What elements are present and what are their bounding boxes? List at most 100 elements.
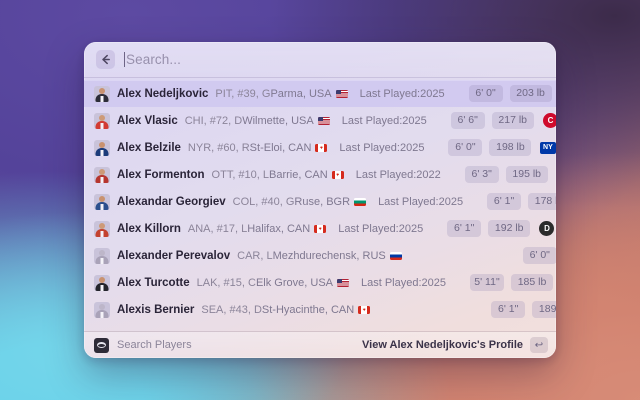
- player-last-played: Last Played:2025: [359, 87, 445, 100]
- result-row[interactable]: Alex Belzile NYR, #60, R St-Eloi, CAN Last …: [84, 134, 556, 161]
- birthplace-text: Mezhdurechensk, RUS: [272, 249, 386, 262]
- player-avatar: [94, 166, 110, 183]
- team-logo-icon: C: [542, 112, 556, 129]
- player-name: Alex Nedeljkovic: [117, 87, 209, 100]
- player-birthplace: Ruse, BGR: [294, 195, 367, 208]
- flag-usa-icon: [317, 116, 330, 125]
- player-birthplace: Parma, USA: [270, 87, 348, 100]
- player-avatar: [94, 220, 110, 237]
- player-name: Alexandar Georgiev: [117, 195, 226, 208]
- view-profile-action[interactable]: View Alex Nedeljkovic's Profile: [362, 339, 523, 351]
- player-team-position: SEA, #43, D: [201, 303, 262, 316]
- player-birthplace: Halifax, CAN: [247, 222, 327, 235]
- player-avatar: [94, 112, 110, 129]
- player-avatar: [94, 193, 110, 210]
- team-logo-icon: NY: [539, 139, 556, 156]
- player-birthplace: Mezhdurechensk, RUS: [273, 250, 402, 262]
- player-height-badge: 6' 0": [468, 85, 503, 102]
- flag-usa-icon: [337, 278, 349, 287]
- player-height-badge: 6' 1": [491, 301, 526, 318]
- text-caret: [124, 52, 125, 67]
- team-logo-icon: D: [538, 220, 555, 237]
- flag-can-icon: [358, 305, 371, 314]
- player-avatar: [94, 139, 110, 156]
- search-bar: Search...: [84, 42, 556, 78]
- footer-bar: Search Players View Alex Nedeljkovic's P…: [84, 331, 556, 358]
- player-name: Alex Turcotte: [117, 276, 190, 289]
- player-weight-badge: 195 lb: [505, 166, 548, 183]
- player-name: Alexander Perevalov: [117, 249, 231, 262]
- player-last-played: Last Played:2022: [355, 168, 441, 181]
- result-row[interactable]: Alex Vlasic CHI, #72, D Wilmette, USA Last …: [84, 107, 556, 134]
- team-logo-mark: NY: [539, 141, 556, 154]
- team-logo-mark: C: [542, 113, 556, 128]
- result-row[interactable]: Alex Nedeljkovic PIT, #39, G Parma, USA Las…: [84, 80, 556, 107]
- birthplace-text: St-Hyacinthe, CAN: [261, 303, 355, 316]
- birthplace-text: Ruse, BGR: [294, 195, 351, 208]
- player-team-position: CAR, L: [237, 249, 273, 262]
- player-birthplace: Elk Grove, USA: [256, 277, 349, 289]
- flag-can-icon: [315, 143, 328, 152]
- search-input[interactable]: Search...: [124, 42, 544, 77]
- player-birthplace: Barrie, CAN: [269, 169, 344, 181]
- search-placeholder: Search...: [126, 52, 181, 67]
- player-height-badge: 6' 6": [450, 112, 485, 129]
- player-weight-badge: 217 lb: [491, 112, 534, 129]
- result-row[interactable]: Alex Killorn ANA, #17, L Halifax, CAN Last …: [84, 215, 556, 242]
- flag-can-icon: [331, 170, 344, 179]
- player-last-played: Last Played:2025: [361, 276, 447, 289]
- player-avatar: [94, 85, 110, 102]
- player-weight-badge: 198 lb: [489, 139, 532, 156]
- player-height-badge: 6' 0": [448, 139, 483, 156]
- player-height-badge: 6' 1": [487, 193, 522, 210]
- player-team-position: PIT, #39, G: [215, 87, 271, 100]
- result-row[interactable]: Alexandar Georgiev COL, #40, G Ruse, BGR La…: [84, 188, 556, 215]
- result-row[interactable]: Alex Turcotte LAK, #15, C Elk Grove, USA La…: [84, 269, 556, 296]
- player-avatar: [94, 247, 110, 264]
- footer-actions: View Alex Nedeljkovic's Profile ↩: [362, 337, 548, 353]
- flag-usa-icon: [335, 89, 348, 98]
- flag-bgr-icon: [354, 197, 367, 206]
- player-team-position: NYR, #60, R: [187, 141, 250, 154]
- player-name: Alex Belzile: [117, 141, 181, 154]
- search-results-list[interactable]: Alex Nedeljkovic PIT, #39, G Parma, USA Las…: [84, 78, 556, 331]
- birthplace-text: Elk Grove, USA: [255, 276, 333, 289]
- spotlight-search-panel: Search... Alex Nedeljkovic PIT, #39, G Par…: [84, 42, 556, 358]
- player-height-badge: 6' 3": [464, 166, 499, 183]
- hockey-puck-icon: [94, 337, 109, 353]
- player-last-played: Last Played:2025: [338, 222, 424, 235]
- birthplace-text: Parma, USA: [270, 87, 332, 100]
- player-team-position: COL, #40, G: [232, 195, 295, 208]
- player-weight-badge: 178 lb: [528, 193, 556, 210]
- player-last-played: Last Played:2025: [339, 141, 425, 154]
- player-team-position: LAK, #15, C: [196, 276, 256, 289]
- player-name: Alex Formenton: [117, 168, 205, 181]
- footer-scope-label: Search Players: [117, 339, 192, 351]
- result-row[interactable]: Alex Formenton OTT, #10, L Barrie, CAN Last…: [84, 161, 556, 188]
- player-avatar: [94, 274, 110, 291]
- player-name: Alexis Bernier: [117, 303, 195, 316]
- return-key-icon[interactable]: ↩: [530, 337, 548, 353]
- player-last-played: Last Played:2025: [341, 114, 427, 127]
- birthplace-text: Halifax, CAN: [247, 222, 311, 235]
- player-team-position: CHI, #72, D: [184, 114, 243, 127]
- player-weight-badge: 185 lb: [511, 274, 553, 291]
- birthplace-text: Barrie, CAN: [269, 168, 328, 181]
- result-row[interactable]: Alexis Bernier SEA, #43, D St-Hyacinthe, C…: [84, 296, 556, 323]
- player-avatar: [94, 301, 110, 318]
- player-birthplace: St-Hyacinthe, CAN: [261, 303, 371, 316]
- player-birthplace: Wilmette, USA: [242, 115, 330, 127]
- player-height-badge: 6' 1": [447, 220, 482, 237]
- back-arrow-icon[interactable]: [96, 50, 115, 69]
- player-team-position: OTT, #10, L: [211, 168, 270, 181]
- player-last-played: Last Played:2025: [378, 195, 464, 208]
- player-height-badge: 6' 0": [522, 247, 556, 264]
- team-logo-mark: D: [539, 221, 555, 236]
- player-birthplace: St-Eloi, CAN: [250, 142, 328, 154]
- result-row[interactable]: Alexander Perevalov CAR, L Mezhdurechensk,…: [84, 242, 556, 269]
- player-team-position: ANA, #17, L: [187, 222, 248, 235]
- birthplace-text: St-Eloi, CAN: [249, 141, 312, 154]
- player-name: Alex Vlasic: [117, 114, 178, 127]
- player-weight-badge: 203 lb: [509, 85, 552, 102]
- flag-rus-icon: [389, 251, 402, 260]
